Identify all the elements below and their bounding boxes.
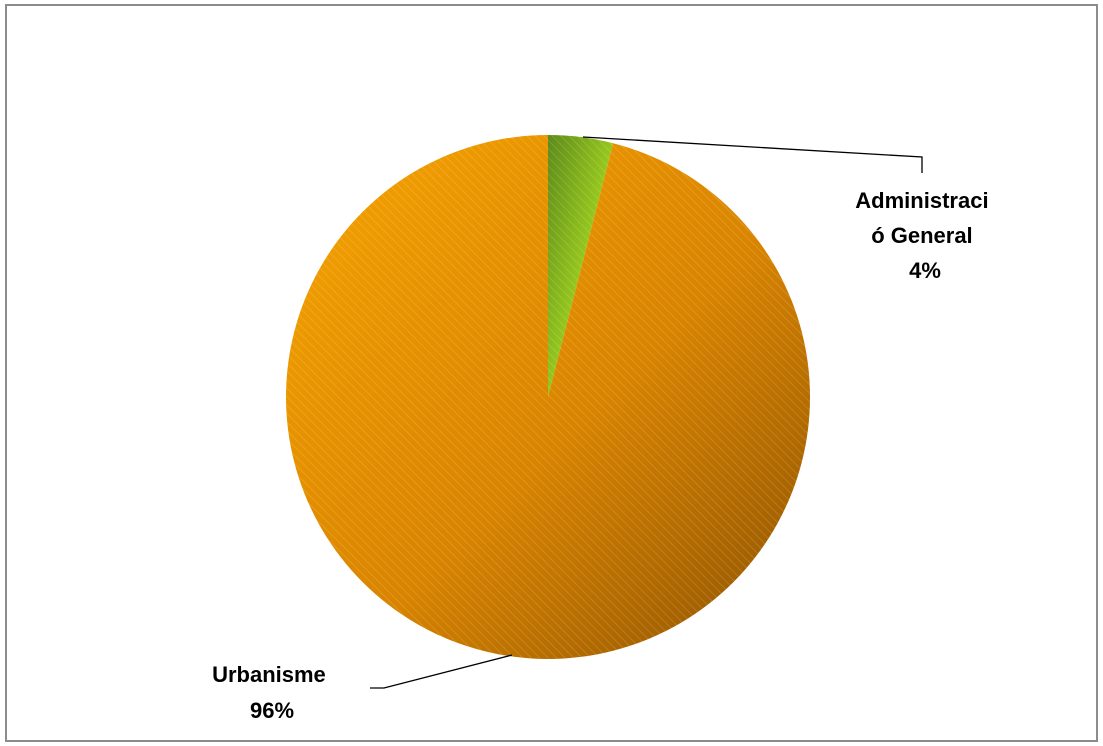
- leader-lines: [370, 136, 923, 689]
- pie-slice-texture-administracio-general: [548, 135, 614, 397]
- pie-slices: [286, 135, 811, 659]
- leader-line-urbanisme: [370, 654, 513, 689]
- data-label-administracio-general: Administraci ó General 4%: [855, 188, 994, 283]
- pie-slice-texture-urbanisme: [286, 135, 811, 659]
- data-label-urbanisme: Urbanisme 96%: [212, 662, 332, 723]
- leader-line-administracio-general: [582, 136, 923, 173]
